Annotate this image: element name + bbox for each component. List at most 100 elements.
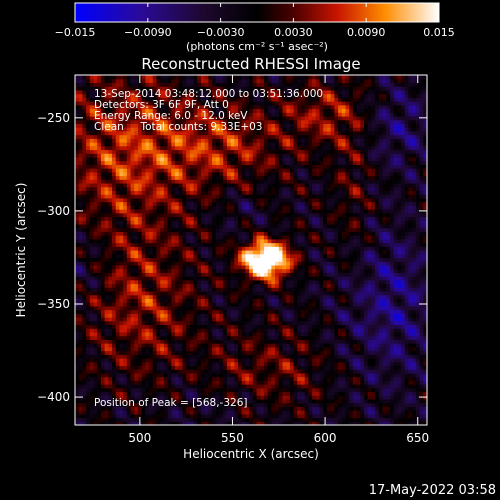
heatmap-cell (163, 391, 169, 396)
heatmap-cell (134, 261, 139, 266)
heatmap-cell (256, 354, 261, 359)
heatmap-cell (119, 209, 124, 214)
heatmap-cell (241, 343, 247, 348)
heatmap-cell (82, 130, 87, 136)
heatmap-cell (82, 268, 87, 273)
heatmap-cell (245, 361, 250, 367)
heatmap-cell (230, 372, 235, 378)
heatmap-cell (149, 257, 154, 262)
heatmap-cell (108, 175, 113, 180)
heatmap-cell (215, 294, 221, 299)
heatmap-cell (108, 119, 113, 124)
heatmap-cell (126, 220, 132, 225)
heatmap-cell (93, 354, 98, 359)
heatmap-cell (163, 89, 169, 95)
heatmap-cell (130, 220, 135, 225)
heatmap-cell (156, 350, 161, 355)
heatmap-cell (134, 75, 139, 80)
heatmap-cell (137, 305, 143, 311)
heatmap-cell (215, 339, 221, 344)
heatmap-cell (145, 302, 150, 307)
heatmap-cell (219, 82, 224, 87)
heatmap-cell (252, 309, 258, 314)
heatmap-cell (108, 402, 113, 407)
heatmap-cell (226, 223, 232, 229)
heatmap-cell (212, 164, 217, 169)
heatmap-cell (186, 283, 191, 288)
heatmap-cell (193, 149, 198, 154)
heatmap-cell (189, 253, 195, 259)
heatmap-cell (230, 171, 235, 177)
heatmap-cell (260, 108, 265, 113)
heatmap-cell (267, 164, 272, 169)
heatmap-cell (193, 104, 198, 110)
heatmap-cell (130, 421, 135, 425)
heatmap-cell (149, 317, 154, 322)
heatmap-cell (186, 186, 191, 192)
heatmap-cell (223, 104, 228, 110)
heatmap-cell (226, 402, 232, 407)
heatmap-cell (223, 156, 228, 162)
heatmap-cell (152, 153, 158, 158)
heatmap-cell (156, 320, 161, 326)
heatmap-cell (86, 298, 91, 303)
heatmap-cell (167, 231, 172, 236)
heatmap-cell (93, 402, 98, 407)
heatmap-cell (82, 279, 87, 285)
heatmap-cell (171, 335, 176, 340)
heatmap-cell (241, 145, 247, 151)
heatmap-cell (197, 339, 202, 344)
heatmap-cell (219, 350, 224, 355)
heatmap-cell (171, 268, 176, 273)
heatmap-cell (226, 205, 232, 210)
heatmap-cell (86, 127, 91, 132)
heatmap-cell (89, 238, 95, 244)
heatmap-cell (189, 220, 195, 225)
heatmap-cell (167, 402, 172, 407)
heatmap-cell (137, 168, 143, 173)
heatmap-cell (145, 97, 150, 102)
heatmap-cell (256, 190, 261, 195)
heatmap-cell (245, 197, 250, 203)
heatmap-cell (97, 369, 102, 374)
heatmap-cell (78, 298, 84, 303)
heatmap-cell (163, 250, 169, 255)
heatmap-cell (249, 354, 254, 359)
heatmap-cell (152, 413, 158, 419)
heatmap-cell (189, 127, 195, 132)
heatmap-cell (267, 250, 272, 255)
heatmap-cell (134, 346, 139, 352)
heatmap-cell (193, 82, 198, 87)
heatmap-cell (119, 123, 124, 128)
heatmap-cell (193, 112, 198, 117)
heatmap-cell (152, 380, 158, 385)
heatmap-cell (182, 413, 187, 419)
heatmap-cell (197, 171, 202, 177)
heatmap-cell (208, 421, 213, 425)
heatmap-cell (100, 127, 106, 132)
heatmap-cell (212, 212, 217, 218)
heatmap-cell (137, 279, 143, 285)
heatmap-cell (97, 104, 102, 110)
heatmap-cell (156, 331, 161, 337)
heatmap-cell (267, 361, 272, 367)
heatmap-cell (112, 93, 117, 98)
heatmap-cell (200, 142, 206, 147)
heatmap-cell (230, 354, 235, 359)
heatmap-cell (115, 145, 121, 151)
heatmap-cell (108, 398, 113, 404)
heatmap-cell (126, 235, 132, 240)
heatmap-cell (238, 82, 243, 87)
heatmap-cell (123, 395, 128, 400)
heatmap-cell (163, 313, 169, 318)
heatmap-cell (89, 171, 95, 177)
heatmap-cell (100, 164, 106, 169)
heatmap-cell (86, 413, 91, 419)
heatmap-cell (126, 86, 132, 91)
heatmap-cell (241, 101, 247, 106)
heatmap-cell (171, 168, 176, 173)
heatmap-cell (152, 276, 158, 281)
heatmap-cell (256, 406, 261, 411)
heatmap-cell (223, 112, 228, 117)
heatmap-cell (141, 369, 146, 374)
